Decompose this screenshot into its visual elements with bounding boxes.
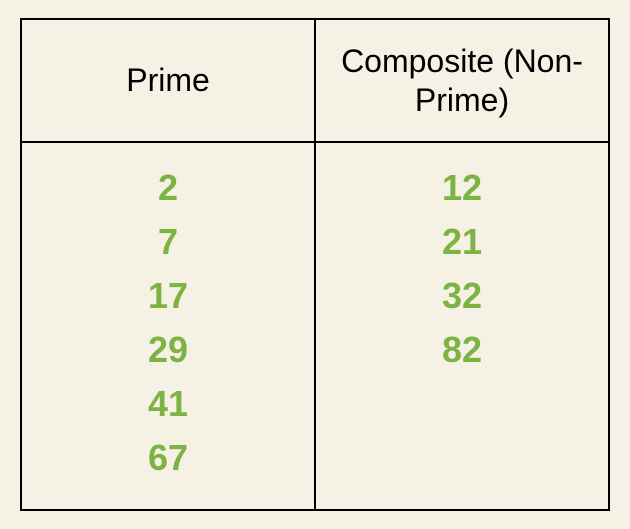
table-body-row: 2 7 17 29 41 67 12 21 32 82 bbox=[22, 143, 608, 509]
prime-value: 41 bbox=[32, 377, 304, 431]
prime-column: 2 7 17 29 41 67 bbox=[22, 143, 316, 509]
header-prime-label: Prime bbox=[126, 61, 210, 99]
header-composite: Composite (Non-Prime) bbox=[316, 20, 608, 141]
composite-value: 32 bbox=[326, 269, 598, 323]
prime-value: 29 bbox=[32, 323, 304, 377]
prime-value: 17 bbox=[32, 269, 304, 323]
prime-value: 67 bbox=[32, 431, 304, 485]
composite-column: 12 21 32 82 bbox=[316, 143, 608, 509]
composite-value: 21 bbox=[326, 215, 598, 269]
table-header-row: Prime Composite (Non-Prime) bbox=[22, 20, 608, 143]
prime-composite-table: Prime Composite (Non-Prime) 2 7 17 29 41… bbox=[20, 18, 610, 511]
header-composite-label: Composite (Non-Prime) bbox=[326, 42, 598, 119]
prime-value: 7 bbox=[32, 215, 304, 269]
composite-value: 12 bbox=[326, 161, 598, 215]
header-prime: Prime bbox=[22, 20, 316, 141]
prime-value: 2 bbox=[32, 161, 304, 215]
composite-value: 82 bbox=[326, 323, 598, 377]
